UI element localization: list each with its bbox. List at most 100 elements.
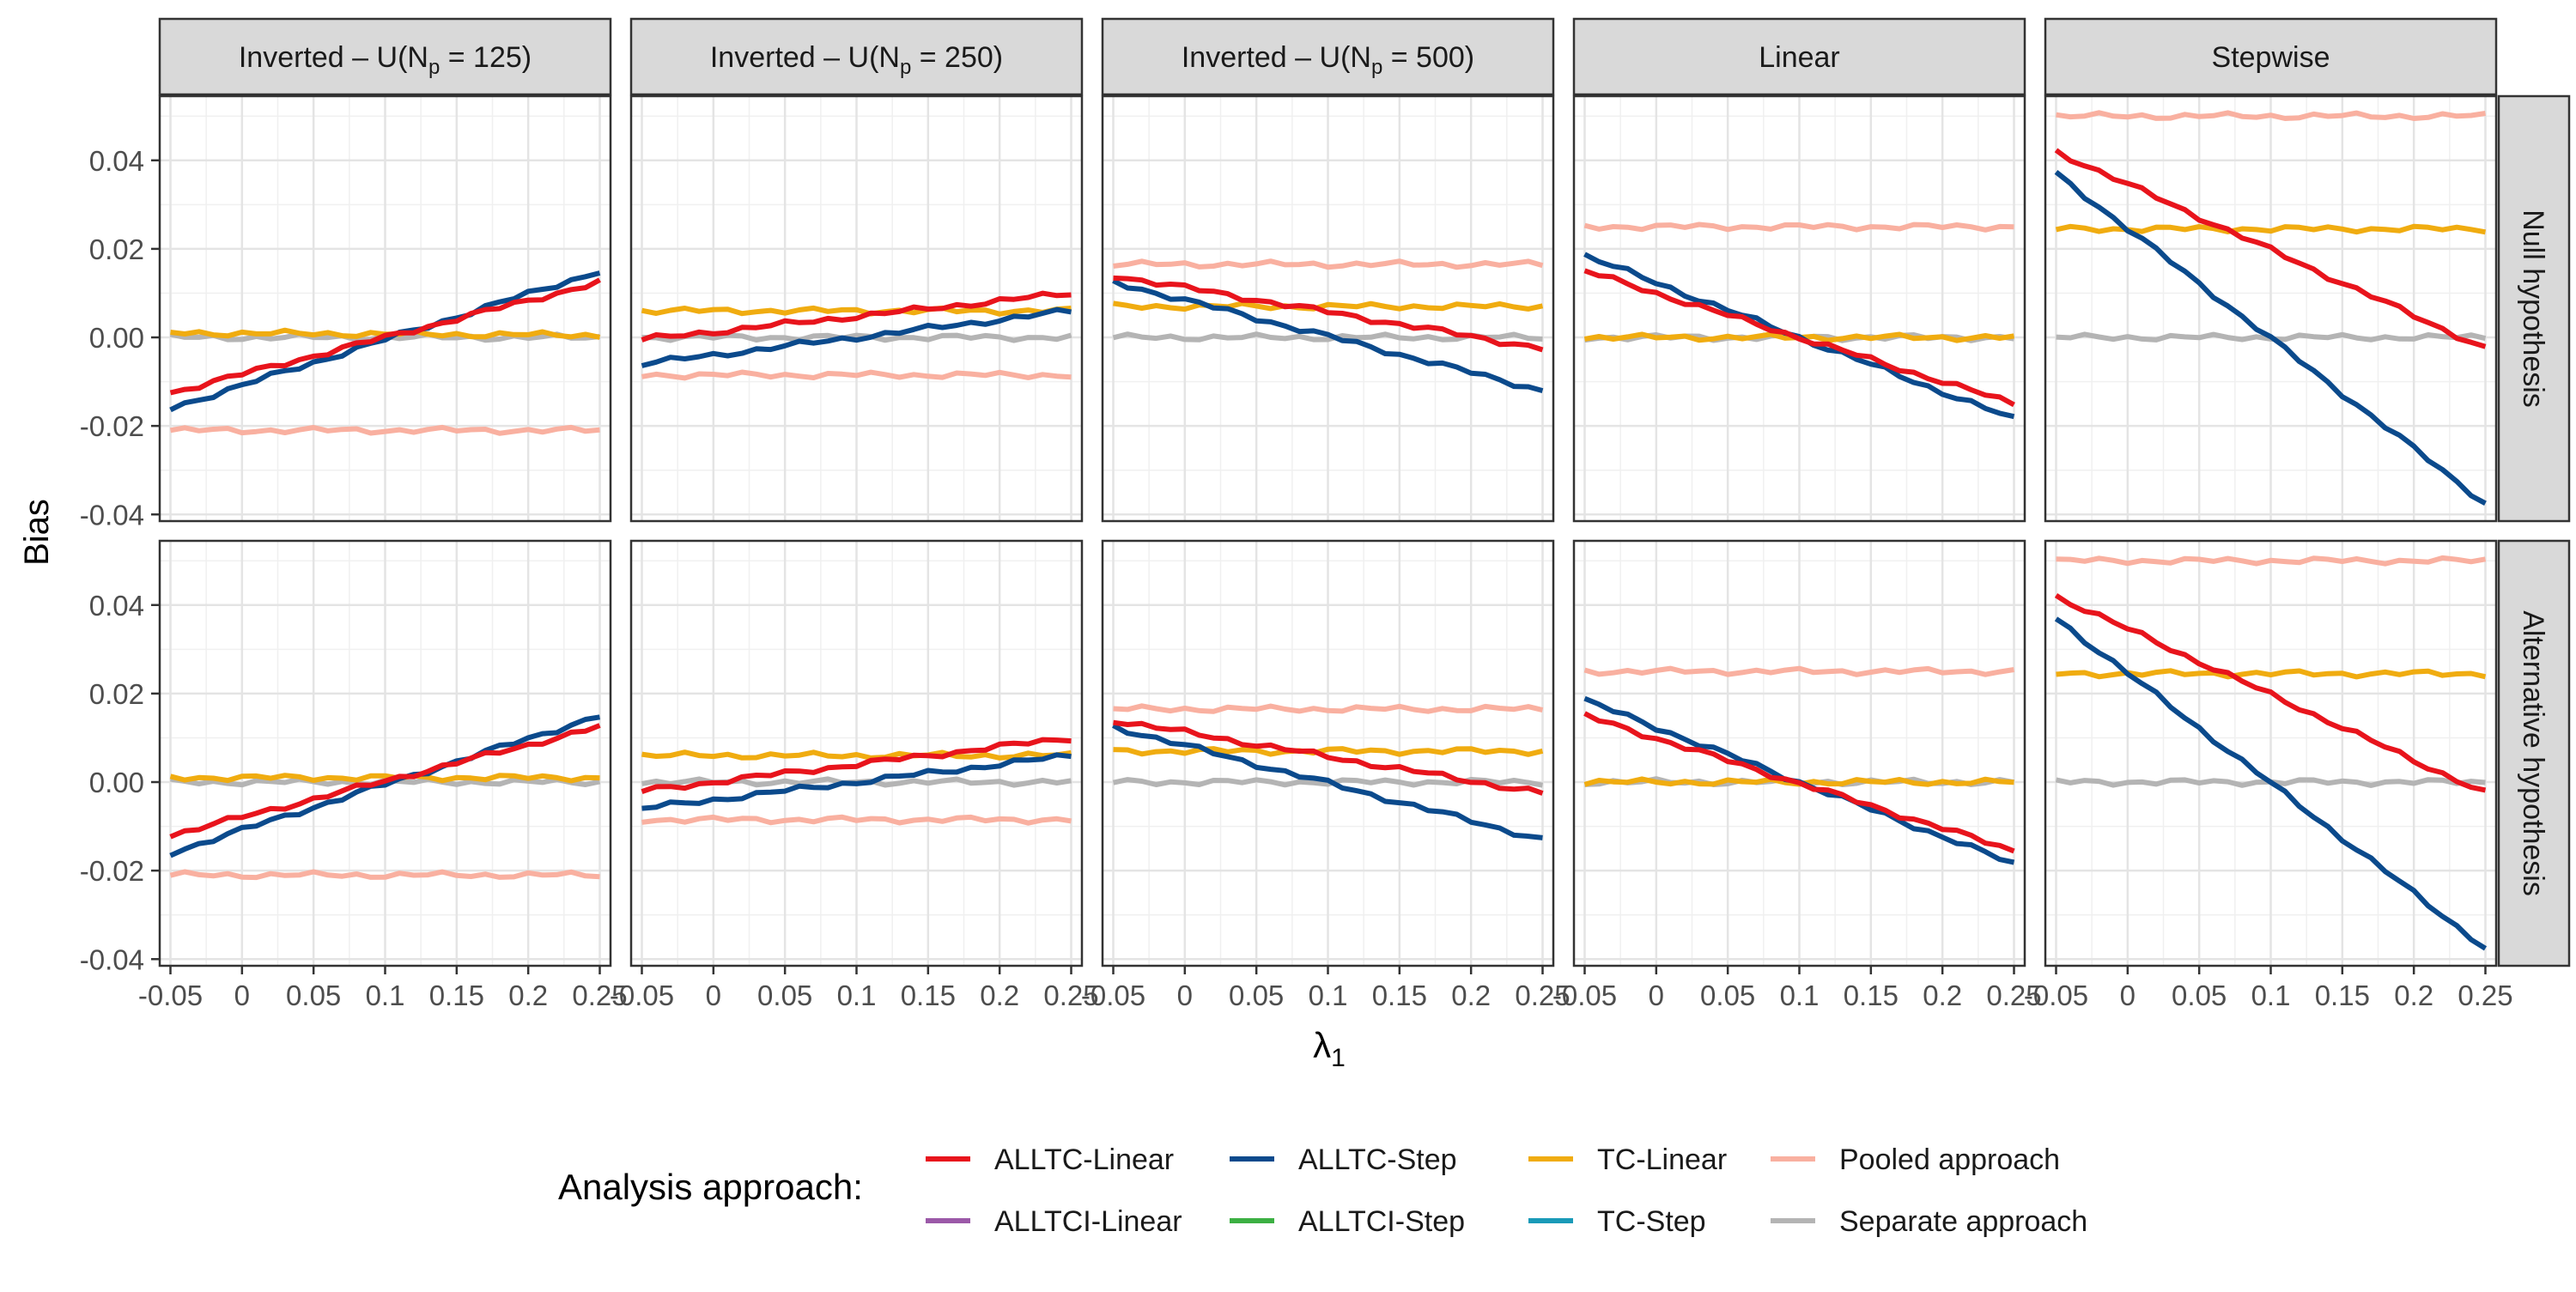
x-tick-label: 0.25 [572,980,627,1011]
x-tick-label: 0.25 [1986,980,2041,1011]
facet-strip-row-label: Alternative hypothesis [2517,610,2549,896]
series-line-separate-approach [1112,777,1544,788]
series-line-alltc-step [641,752,1072,811]
panel-border [2044,94,2498,523]
x-tick-label: -0.05 [2024,980,2088,1011]
x-tick-label: 0.15 [1844,980,1899,1011]
legend-label: ALLTC-Step [1298,1143,1457,1176]
series-line-alltc-linear [1113,719,1544,796]
facet-strip-row [2497,94,2571,523]
legend-label: ALLTC-Linear [994,1143,1174,1176]
series-line-separate-approach [641,332,1072,343]
x-tick-label: 0.2 [508,980,548,1011]
series-line-alltc-linear [641,290,1072,343]
series-line-alltc-step [1112,278,1544,393]
y-tick-label: 0.02 [89,678,144,710]
facet-strip-row-label: Null hypothesis [2517,209,2549,408]
x-tick-label: 0.25 [1515,980,1570,1011]
x-tick-label: -0.05 [1081,980,1145,1011]
x-tick-label: 0.1 [837,980,877,1011]
y-tick-label: -0.04 [80,943,144,975]
series-line-alltc-step [1112,723,1543,840]
x-tick-label: 0.15 [1372,980,1427,1011]
x-tick-label: 0.25 [1043,980,1098,1011]
y-tick-label: -0.02 [80,855,144,887]
y-tick-label: 0.00 [89,767,144,798]
x-tick-label: 0.25 [2458,980,2512,1011]
x-tick-label: 0.1 [366,980,405,1011]
series-line-alltc-step [2054,170,2487,506]
series-line-tc-linear [641,749,1072,761]
x-tick-label: 0 [234,980,250,1011]
panel-border [1101,94,1555,523]
series-line-alltc-linear [169,723,601,840]
x-tick-label: -0.05 [610,980,674,1011]
series-line-pooled-approach [1583,221,2014,233]
x-tick-label: 0.05 [1700,980,1755,1011]
series-line-alltc-step [641,306,1072,368]
x-tick-label: -0.05 [1552,980,1617,1011]
series-line-alltc-linear [2054,148,2487,349]
x-tick-label: 0.05 [757,980,812,1011]
y-tick-label: -0.02 [80,410,144,442]
facet-strip-row [2497,539,2571,967]
x-tick-label: 0.05 [1229,980,1284,1011]
panel-border [1572,94,2026,523]
legend-label: Separate approach [1839,1205,2087,1238]
legend-label: TC-Linear [1597,1143,1727,1176]
x-tick-label: 0 [1177,980,1193,1011]
y-tick-label: 0.02 [89,234,144,265]
legend-label: TC-Step [1597,1205,1706,1238]
x-tick-label: 0 [706,980,721,1011]
x-tick-label: 0.1 [2251,980,2291,1011]
x-tick-label: 0.1 [1780,980,1820,1011]
series-line-pooled-approach [2056,110,2486,121]
x-tick-label: 0.2 [2394,980,2433,1011]
series-line-alltc-linear [169,277,601,396]
x-tick-label: 0.15 [2315,980,2370,1011]
series-line-tc-linear [1113,300,1544,312]
series-line-pooled-approach [1113,258,1544,270]
series-line-pooled-approach [2056,555,2487,567]
series-line-alltc-linear [1583,268,2015,408]
series-line-pooled-approach [169,424,600,436]
series-line-pooled-approach [641,369,1072,381]
legend-title: Analysis approach: [558,1167,863,1207]
x-tick-label: 0.2 [980,980,1019,1011]
series-line-alltc-step [169,270,601,413]
series-line-alltc-linear [1583,711,2015,854]
series-line-alltc-linear [1113,275,1544,353]
facet-strip [2044,17,2498,96]
facet-strip-label: Inverted – U(Np = 250) [710,41,1003,79]
y-tick-label: 0.00 [89,322,144,354]
facet-strip [1572,17,2026,96]
y-tick-label: 0.04 [89,590,144,622]
panel-border [629,94,1084,523]
x-tick-label: 0.15 [901,980,956,1011]
legend-label: Pooled approach [1839,1143,2060,1176]
x-tick-label: 0.2 [1923,980,1962,1011]
facet-strip-label: Inverted – U(Np = 500) [1182,41,1474,79]
x-tick-label: 0 [1649,980,1664,1011]
x-tick-label: 0.15 [429,980,484,1011]
series-line-pooled-approach [1113,703,1544,714]
series-line-tc-linear [641,305,1072,317]
series-line-pooled-approach [641,814,1072,826]
series-line-alltc-step [2054,616,2488,951]
legend-label: ALLTCI-Step [1298,1205,1465,1238]
x-tick-label: 0.1 [1309,980,1348,1011]
x-tick-label: 0.2 [1451,980,1491,1011]
series-line-pooled-approach [169,869,600,881]
facet-strip-label: Stepwise [2212,41,2330,74]
facet-strip [158,17,612,96]
facet-strip [1101,17,1555,96]
x-tick-label: -0.05 [138,980,203,1011]
y-tick-label: -0.04 [80,499,144,531]
x-tick-label: 0.05 [2172,980,2227,1011]
series-line-alltc-step [169,714,600,858]
facet-strip [629,17,1084,96]
legend-label: ALLTCI-Linear [994,1205,1182,1238]
y-axis-title: Bias [18,499,56,566]
